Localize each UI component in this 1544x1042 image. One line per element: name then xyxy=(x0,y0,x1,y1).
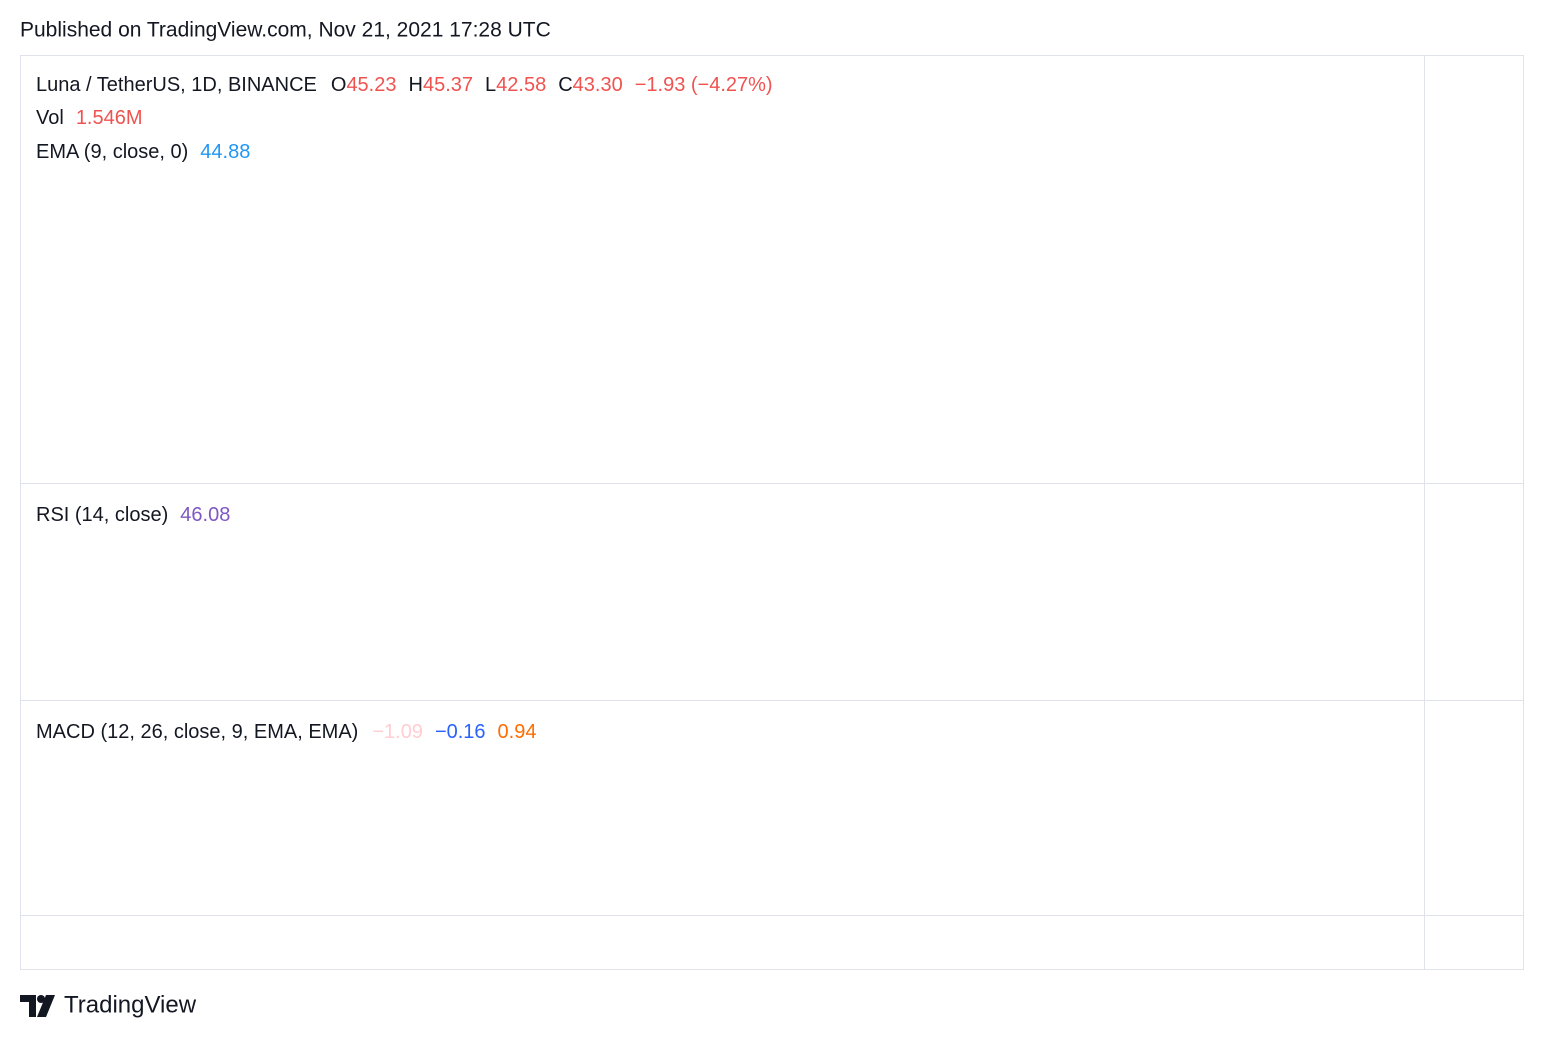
volume-value: 1.546M xyxy=(76,107,143,129)
macd-hist-value: −1.09 xyxy=(372,721,423,743)
o-value: 45.23 xyxy=(346,74,396,96)
l-label: L xyxy=(485,74,496,96)
brand-name: TradingView xyxy=(64,991,197,1018)
symbol: Luna / TetherUS, 1D, BINANCE xyxy=(36,74,317,96)
c-label: C xyxy=(558,74,572,96)
published-note: Published on TradingView.com, Nov 21, 20… xyxy=(20,19,551,42)
signal-value: 0.94 xyxy=(498,721,537,743)
ema-value: 44.88 xyxy=(200,141,250,163)
c-value: 43.30 xyxy=(573,74,623,96)
logo-part xyxy=(37,995,45,1003)
change: −1.93 (−4.27%) xyxy=(635,74,773,96)
logo-part xyxy=(20,995,36,1017)
rsi-name: RSI (14, close) xyxy=(36,504,168,526)
macd-name: MACD (12, 26, close, 9, EMA, EMA) xyxy=(36,721,358,743)
volume-legend: Vol 1.546M xyxy=(36,107,143,129)
macd-legend: MACD (12, 26, close, 9, EMA, EMA) −1.09 −0… xyxy=(36,721,536,743)
macd-value: −0.16 xyxy=(435,721,486,743)
o-label: O xyxy=(331,74,347,96)
chart-border xyxy=(20,55,1524,970)
rsi-legend: RSI (14, close) 46.08 xyxy=(36,504,230,526)
ema-name: EMA (9, close, 0) xyxy=(36,141,188,163)
price-legend: Luna / TetherUS, 1D, BINANCE O45.23 H45.37… xyxy=(36,74,773,96)
h-value: 45.37 xyxy=(423,74,473,96)
brand-logo xyxy=(20,995,55,1017)
volume-name: Vol xyxy=(36,107,64,129)
ema-legend: EMA (9, close, 0) 44.88 xyxy=(36,141,250,163)
l-value: 42.58 xyxy=(496,74,546,96)
logo-part xyxy=(37,995,55,1017)
rsi-value: 46.08 xyxy=(180,504,230,526)
h-label: H xyxy=(409,74,423,96)
